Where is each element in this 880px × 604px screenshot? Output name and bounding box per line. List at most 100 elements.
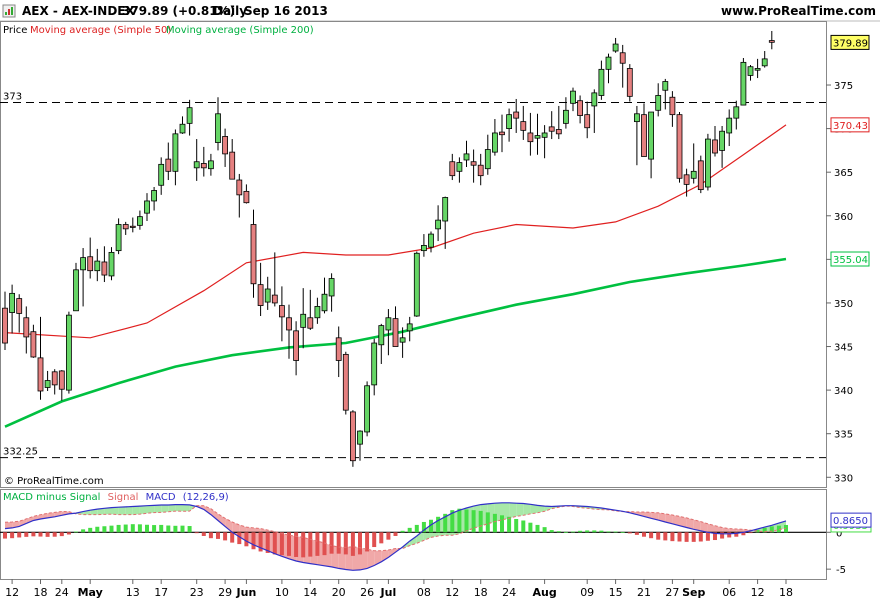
macd-histogram-bar bbox=[535, 524, 540, 533]
macd-histogram-bar bbox=[713, 532, 717, 541]
candle bbox=[108, 247, 115, 281]
macd-value-tag-box bbox=[830, 512, 872, 528]
candle-body bbox=[470, 161, 477, 166]
candle bbox=[690, 143, 697, 184]
legend: Price Moving average (Simple 50) Moving … bbox=[3, 25, 314, 36]
macd-histogram-bar bbox=[563, 531, 568, 533]
macd-histogram-bar bbox=[265, 532, 270, 553]
x-tick-label: 24 bbox=[502, 586, 516, 599]
candle bbox=[342, 351, 349, 415]
macd-signal-fill bbox=[636, 512, 644, 517]
macd-histogram-bar bbox=[776, 525, 781, 533]
candle bbox=[236, 173, 243, 218]
x-tick-label: 12 bbox=[751, 586, 765, 599]
candle-body bbox=[563, 109, 569, 124]
macd-histogram-bar bbox=[130, 524, 135, 533]
macd-histogram-bar bbox=[592, 530, 597, 533]
candle-body bbox=[747, 66, 754, 76]
legend-ma200: Moving average (Simple 200) bbox=[166, 25, 314, 36]
price-tag-box bbox=[830, 251, 870, 267]
candle-body bbox=[683, 174, 690, 185]
candle-body bbox=[570, 90, 576, 104]
candle-body bbox=[293, 330, 300, 361]
macd-signal-fill bbox=[367, 549, 375, 569]
macd-histogram-bar bbox=[677, 532, 682, 542]
candle bbox=[364, 381, 371, 437]
macd-histogram-bar bbox=[237, 532, 242, 545]
candle-body bbox=[392, 318, 399, 347]
candle-body bbox=[761, 58, 768, 67]
price-tag-label: 379.89 bbox=[833, 38, 868, 49]
candle-body bbox=[555, 129, 562, 135]
toolbar-icon[interactable] bbox=[2, 4, 16, 18]
candle bbox=[584, 101, 591, 139]
candle-body bbox=[66, 314, 72, 391]
macd-histogram-bar bbox=[173, 525, 178, 533]
x-tick-label: 06 bbox=[722, 586, 736, 599]
macd-histogram-bar bbox=[521, 520, 526, 533]
candle bbox=[541, 125, 548, 159]
macd-signal-fill bbox=[161, 505, 169, 513]
candle-body bbox=[193, 161, 200, 169]
candle-body bbox=[527, 132, 534, 143]
y-tick-label: 375 bbox=[834, 81, 853, 92]
macd-y-tick-label: 0 bbox=[836, 528, 842, 539]
candle bbox=[129, 217, 136, 233]
candle bbox=[73, 262, 79, 312]
x-tick-label: 23 bbox=[190, 586, 204, 599]
candle bbox=[144, 193, 150, 222]
candle bbox=[80, 248, 86, 307]
macd-histogram-bar bbox=[244, 532, 249, 547]
macd-signal-fill bbox=[409, 536, 417, 546]
candle-body bbox=[300, 313, 307, 328]
candle-body bbox=[342, 353, 349, 411]
macd-label-params: (12,26,9) bbox=[183, 492, 229, 503]
macd-histogram-bar bbox=[578, 530, 583, 533]
candle bbox=[314, 297, 321, 324]
candle bbox=[243, 184, 250, 204]
candle bbox=[172, 129, 179, 186]
macd-signal-fill bbox=[210, 508, 218, 521]
macd-histogram-bar bbox=[492, 513, 497, 533]
candle bbox=[676, 112, 683, 183]
candle-body bbox=[754, 68, 761, 71]
candle bbox=[520, 105, 527, 140]
macd-signal-fill bbox=[168, 504, 176, 512]
level-label: 373 bbox=[3, 91, 22, 102]
macd-histogram-bar bbox=[727, 532, 732, 538]
macd-histogram-bar bbox=[216, 532, 220, 539]
candle bbox=[683, 168, 690, 197]
x-tick-label: 09 bbox=[580, 586, 594, 599]
macd-histogram-bar bbox=[720, 532, 725, 539]
macd-histogram-bar bbox=[421, 521, 426, 533]
macd-signal-fill bbox=[97, 508, 105, 515]
x-tick-label: Aug bbox=[532, 586, 556, 599]
header-symbol: AEX - AEX-INDEX bbox=[22, 4, 135, 18]
macd-histogram-bar bbox=[279, 532, 284, 556]
candle-body bbox=[641, 114, 647, 157]
macd-histogram-bar bbox=[755, 530, 760, 533]
macd-signal-fill bbox=[139, 505, 147, 515]
candle-body bbox=[406, 323, 413, 332]
candle-body bbox=[101, 261, 108, 276]
candle-body bbox=[200, 163, 207, 169]
candle bbox=[30, 324, 37, 358]
macd-histogram-bar bbox=[670, 532, 675, 542]
macd-histogram-bar bbox=[38, 532, 43, 537]
candle bbox=[442, 196, 449, 249]
candle bbox=[768, 30, 775, 50]
macd-histogram-bar bbox=[322, 532, 327, 556]
candle bbox=[122, 221, 129, 235]
macd-histogram-bar bbox=[514, 519, 519, 533]
candle bbox=[115, 218, 122, 255]
macd-histogram-bar bbox=[152, 525, 157, 533]
macd-histogram-bar bbox=[294, 532, 299, 557]
candle bbox=[321, 277, 328, 314]
candle-body bbox=[768, 40, 775, 43]
macd-histogram-bar bbox=[272, 532, 277, 555]
macd-y-axis: -500.99350.8650 bbox=[826, 512, 872, 576]
candle-body bbox=[264, 288, 271, 303]
candle-body bbox=[428, 233, 434, 248]
macd-histogram-bar bbox=[542, 527, 547, 533]
